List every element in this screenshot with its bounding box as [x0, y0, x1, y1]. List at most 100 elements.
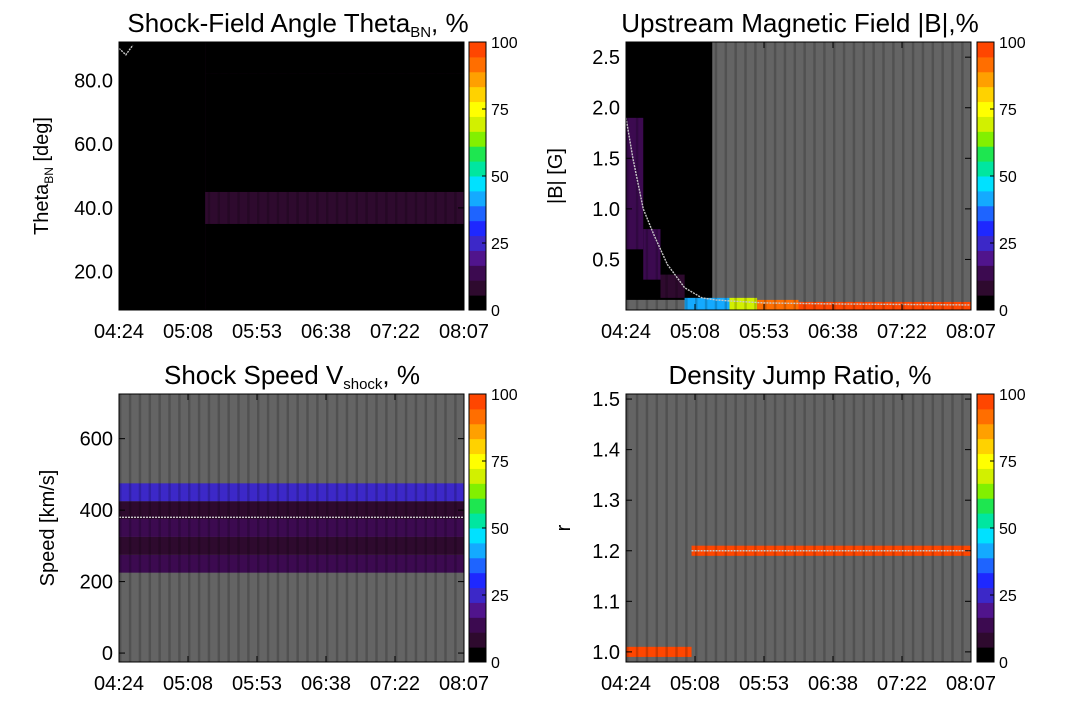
- heatmap-band-2: [626, 117, 644, 250]
- time-bin-streak: [257, 394, 260, 662]
- time-bin-streak: [375, 394, 378, 662]
- time-bin-streak: [355, 42, 359, 310]
- colorbar-segment: [977, 190, 994, 207]
- x-tick-label: 08:07: [946, 321, 996, 343]
- colorbar-segment: [469, 423, 486, 440]
- time-bin-streak: [207, 394, 211, 662]
- colorbar-tick-label: 0: [491, 655, 500, 672]
- colorbar-segment: [977, 42, 994, 58]
- time-bin-streak: [266, 42, 270, 310]
- median-line: [626, 117, 971, 306]
- y-axis-label: |B| [G]: [545, 148, 567, 204]
- time-bin-streak: [783, 42, 787, 310]
- time-bin-streak: [128, 394, 132, 662]
- colorbar-segment: [977, 265, 994, 281]
- time-bin-streak: [941, 394, 944, 662]
- time-bin-streak: [188, 394, 191, 662]
- time-bin-streaks: [119, 394, 457, 662]
- time-bin-streak: [434, 42, 437, 310]
- time-bin-streak: [685, 42, 688, 310]
- time-bin-streak: [714, 42, 718, 310]
- colorbar-segment: [977, 235, 994, 251]
- colorbar-tick-label: 100: [491, 35, 518, 52]
- time-bin-streak: [237, 42, 240, 310]
- y-tick-label: 60.0: [74, 134, 113, 156]
- colorbar-segment: [977, 86, 994, 103]
- time-bin-streak: [892, 394, 895, 662]
- time-bin-streak: [326, 42, 329, 310]
- colorbar-segment: [977, 423, 994, 440]
- plot-background: [626, 394, 971, 662]
- time-bin-streak: [424, 42, 428, 310]
- colorbar-tick-label: 0: [491, 303, 500, 320]
- time-bin-streak: [911, 394, 915, 662]
- time-bin-streak: [128, 42, 132, 310]
- colorbar-segment: [977, 176, 994, 192]
- time-bin-streak: [734, 42, 737, 310]
- colorbar-segment: [469, 71, 486, 88]
- colorbar-segment: [469, 265, 486, 281]
- y-tick-label: 40.0: [74, 198, 113, 220]
- colorbar-segment: [469, 86, 486, 103]
- time-bin-streak: [217, 394, 221, 662]
- x-tick-label: 07:22: [877, 321, 927, 343]
- colorbar-tick-label: 25: [999, 588, 1017, 605]
- time-bin-streak: [734, 394, 737, 662]
- time-bin-streak: [951, 394, 954, 662]
- colorbar: 0 25 50 75 100: [976, 387, 1026, 672]
- time-bin-streak: [902, 394, 905, 662]
- colorbar-segment: [469, 632, 486, 648]
- time-bin-streak: [276, 42, 280, 310]
- colorbar-tick-label: 0: [999, 655, 1008, 672]
- time-bin-streak: [842, 394, 846, 662]
- time-bin-streak: [257, 42, 260, 310]
- time-bin-streak: [158, 394, 161, 662]
- colorbar-segment: [469, 528, 486, 544]
- time-bin-streak: [823, 394, 826, 662]
- time-bin-streak: [375, 42, 378, 310]
- time-bin-streak: [276, 394, 280, 662]
- time-bin-streak: [168, 42, 171, 310]
- colorbar-segment: [977, 161, 994, 177]
- time-bin-streak: [931, 42, 935, 310]
- colorbar-segment: [469, 394, 486, 410]
- chart-title: Shock Speed Vshock, %: [164, 360, 420, 393]
- time-bin-streak: [754, 394, 757, 662]
- colorbar-segment: [977, 468, 994, 484]
- y-tick-label: 1.0: [592, 642, 620, 664]
- time-bin-streak: [902, 42, 905, 310]
- time-bin-streak: [695, 394, 698, 662]
- y-tick-label: 1.1: [592, 591, 620, 613]
- x-tick-label: 05:08: [670, 673, 720, 695]
- colorbar-segment: [977, 632, 994, 648]
- time-bin-streak: [655, 42, 659, 310]
- time-bin-streak: [675, 394, 678, 662]
- time-bin-streak: [921, 42, 925, 310]
- heatmap-band-8: [798, 301, 971, 310]
- time-bin-streak: [404, 394, 408, 662]
- time-bin-streak: [872, 42, 875, 310]
- time-bin-streaks: [626, 42, 964, 310]
- x-tick-label: 05:08: [670, 321, 720, 343]
- y-tick-label: 1.5: [592, 148, 620, 170]
- colorbar-tick-label: 50: [999, 521, 1017, 538]
- colorbar-segment: [977, 131, 994, 147]
- x-tick-label: 06:38: [808, 321, 858, 343]
- x-tick-label: 08:07: [946, 673, 996, 695]
- colorbar-tick-label: 0: [999, 303, 1008, 320]
- chart-title: Density Jump Ratio, %: [669, 360, 932, 390]
- y-tick-label: 2.0: [592, 98, 620, 120]
- x-tick-label: 04:24: [94, 673, 144, 695]
- colorbar-segment: [977, 572, 994, 589]
- colorbar-segment: [977, 116, 994, 132]
- time-bin-streak: [335, 42, 339, 310]
- plot-frame: [625, 393, 972, 663]
- time-bin-streak: [655, 394, 659, 662]
- time-bin-streak: [862, 394, 866, 662]
- colorbar: 0 25 50 75 100: [976, 35, 1026, 320]
- colorbar-segment: [977, 617, 994, 633]
- plot-frame: [625, 41, 972, 311]
- time-bin-streak: [158, 42, 161, 310]
- heatmap-band-2: [119, 536, 464, 555]
- time-bin-streak: [675, 42, 678, 310]
